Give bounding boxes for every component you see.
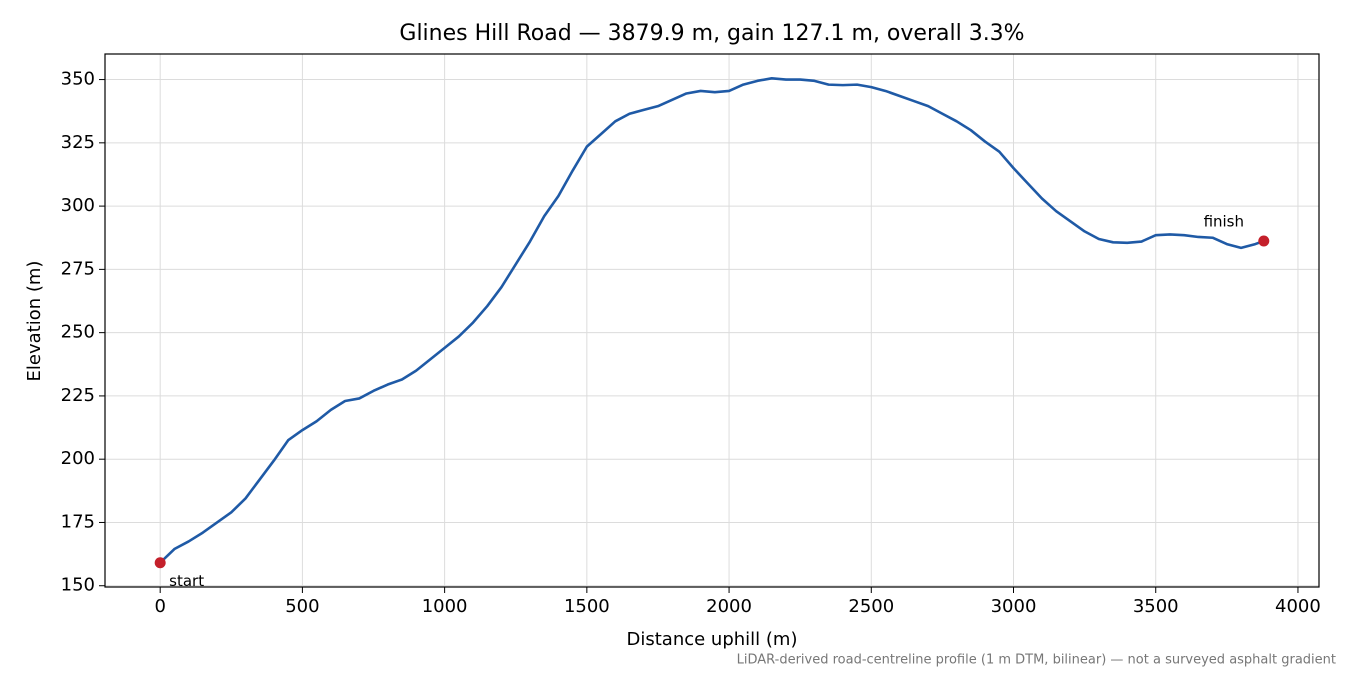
y-tick-label: 275 — [61, 258, 95, 279]
annotation: finish — [1204, 213, 1244, 231]
y-tick-label: 175 — [61, 511, 95, 532]
x-tick-label: 3000 — [991, 596, 1037, 617]
x-tick-label: 1000 — [422, 596, 468, 617]
x-tick-label: 500 — [285, 596, 319, 617]
y-tick-label: 225 — [61, 385, 95, 406]
y-tick-label: 200 — [61, 448, 95, 469]
y-tick-label: 250 — [61, 322, 95, 343]
x-tick-label: 1500 — [564, 596, 610, 617]
plot-frame — [104, 53, 1320, 588]
chart-title: Glines Hill Road — 3879.9 m, gain 127.1 … — [399, 21, 1024, 46]
x-tick-label: 3500 — [1133, 596, 1179, 617]
y-tick-label: 300 — [61, 195, 95, 216]
y-tick-label: 350 — [61, 69, 95, 90]
x-tick-label: 4000 — [1275, 596, 1321, 617]
x-tick-label: 0 — [154, 596, 165, 617]
y-axis-label: Elevation (m) — [24, 261, 45, 382]
y-tick-label: 325 — [61, 132, 95, 153]
x-tick-label: 2500 — [848, 596, 894, 617]
x-axis-label: Distance uphill (m) — [627, 629, 798, 650]
end-marker — [154, 557, 166, 569]
x-tick-label: 2000 — [706, 596, 752, 617]
annotation: start — [169, 572, 204, 590]
footnote: LiDAR-derived road-centreline profile (1… — [737, 653, 1336, 668]
y-tick-label: 150 — [61, 575, 95, 596]
line — [159, 77, 1265, 564]
end-marker — [1258, 235, 1270, 247]
